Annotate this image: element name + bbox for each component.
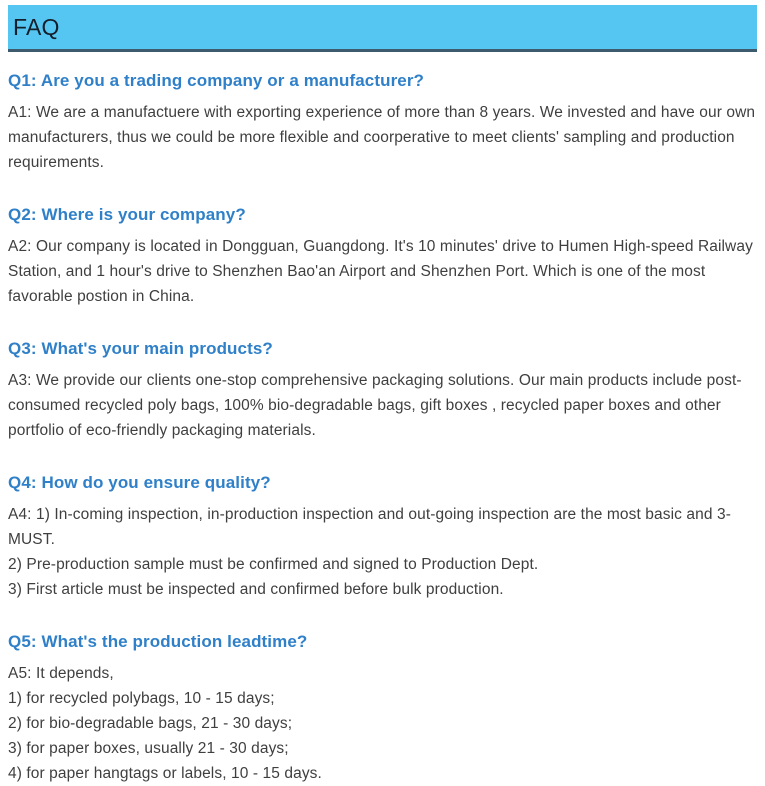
faq-answer-line: A1: We are a manufactuere with exporting… — [8, 104, 756, 171]
faq-question: Q4: How do you ensure quality? — [8, 473, 271, 492]
faq-item: Q4: How do you ensure quality? A4: 1) In-… — [8, 473, 757, 602]
faq-page: FAQ Q1: Are you a trading company or a m… — [0, 5, 765, 786]
faq-answer: A5: It depends, 1) for recycled polybags,… — [8, 661, 757, 786]
faq-answer-line: 2) for bio-degradable bags, 21 - 30 days… — [8, 715, 293, 732]
faq-answer-line: A5: It depends, — [8, 665, 114, 682]
section-title: FAQ — [13, 13, 60, 40]
faq-question: Q5: What's the production leadtime? — [8, 632, 308, 651]
faq-item: Q1: Are you a trading company or a manuf… — [8, 71, 757, 175]
faq-item: Q3: What's your main products? A3: We pro… — [8, 339, 757, 443]
faq-answer: A3: We provide our clients one-stop comp… — [8, 368, 757, 443]
faq-question: Q2: Where is your company? — [8, 205, 246, 224]
faq-answer-line: 4) for paper hangtags or labels, 10 - 15… — [8, 765, 322, 782]
faq-answer-line: 1) for recycled polybags, 10 - 15 days; — [8, 690, 275, 707]
faq-answer: A2: Our company is located in Dongguan, … — [8, 234, 757, 309]
faq-answer-line: 3) for paper boxes, usually 21 - 30 days… — [8, 740, 289, 757]
faq-list: Q1: Are you a trading company or a manuf… — [8, 71, 757, 786]
faq-answer-line: 3) First article must be inspected and c… — [8, 581, 504, 598]
faq-answer-line: A2: Our company is located in Dongguan, … — [8, 238, 753, 305]
faq-item: Q2: Where is your company? A2: Our compan… — [8, 205, 757, 309]
faq-answer-line: A4: 1) In-coming inspection, in-producti… — [8, 506, 731, 548]
faq-question: Q1: Are you a trading company or a manuf… — [8, 71, 425, 90]
faq-item: Q5: What's the production leadtime? A5: I… — [8, 632, 757, 786]
faq-answer: A1: We are a manufactuere with exporting… — [8, 100, 757, 175]
faq-answer-line: 2) Pre-production sample must be confirm… — [8, 556, 539, 573]
faq-question: Q3: What's your main products? — [8, 339, 273, 358]
faq-answer: A4: 1) In-coming inspection, in-producti… — [8, 502, 757, 602]
faq-section-header: FAQ — [8, 5, 757, 52]
faq-answer-line: A3: We provide our clients one-stop comp… — [8, 372, 742, 439]
